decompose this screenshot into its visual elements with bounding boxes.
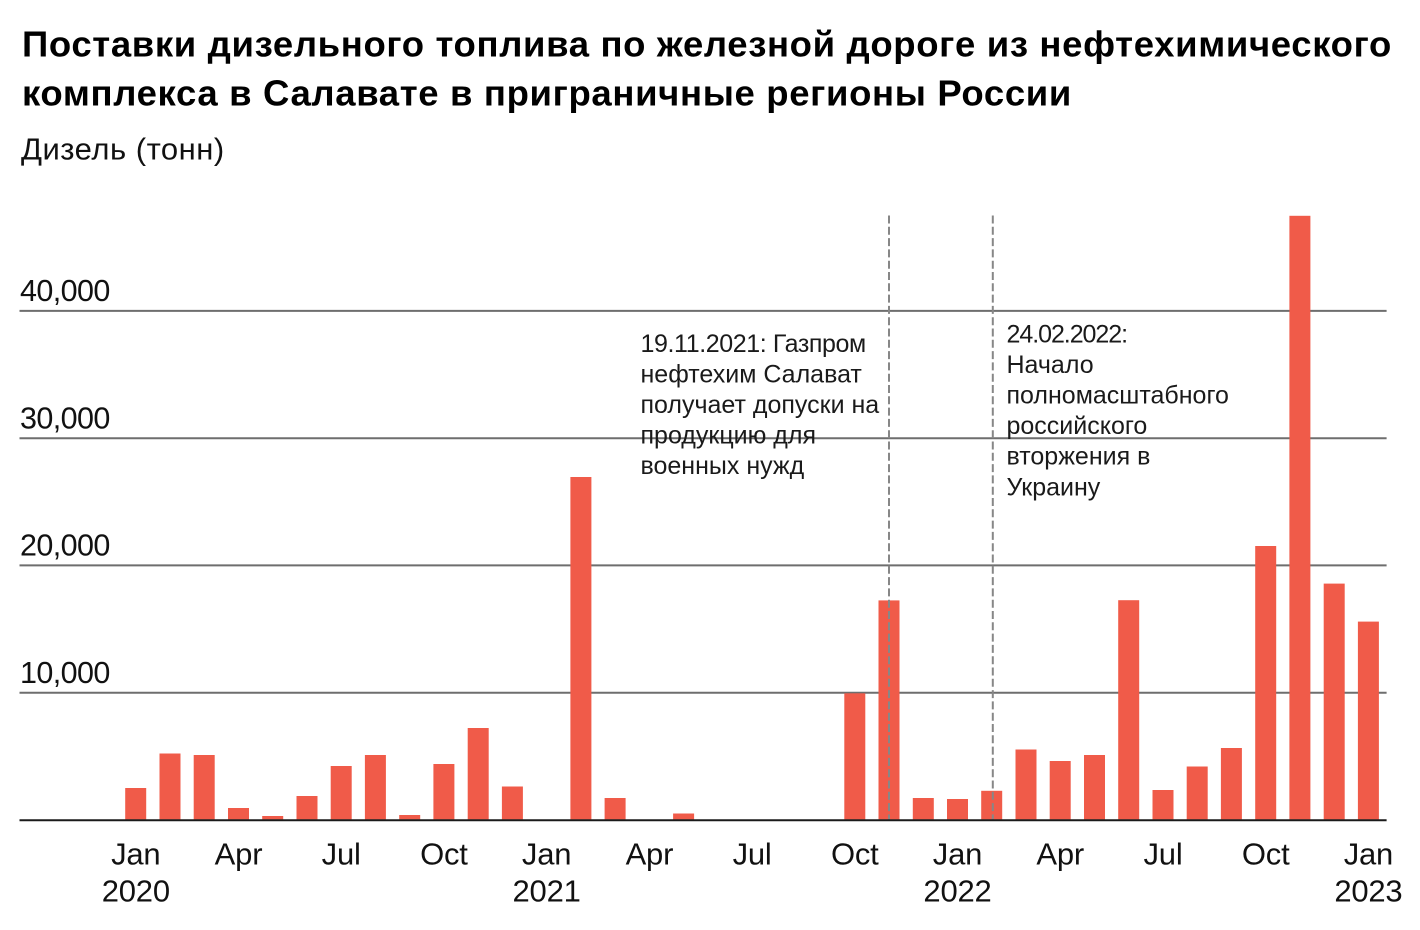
svg-text:Jul: Jul — [322, 836, 361, 871]
svg-text:Jul: Jul — [1143, 836, 1182, 871]
svg-text:2021: 2021 — [513, 873, 581, 908]
svg-text:Начало: Начало — [1007, 351, 1094, 379]
svg-text:30,000: 30,000 — [20, 401, 110, 435]
svg-text:10,000: 10,000 — [20, 656, 110, 690]
svg-text:получает допуски на: получает допуски на — [641, 391, 880, 419]
svg-text:2020: 2020 — [102, 873, 170, 908]
svg-text:24.02.2022:: 24.02.2022: — [1007, 320, 1128, 348]
svg-text:вторжения в: вторжения в — [1007, 443, 1151, 471]
svg-text:2022: 2022 — [923, 873, 991, 908]
svg-text:2023: 2023 — [1334, 873, 1402, 908]
svg-text:Apr: Apr — [215, 836, 263, 871]
svg-text:Jul: Jul — [733, 836, 772, 871]
svg-text:продукцию для: продукцию для — [641, 421, 817, 449]
svg-text:полномасштабного: полномасштабного — [1007, 382, 1229, 410]
svg-text:Поставки дизельного топлива по: Поставки дизельного топлива по железной … — [22, 24, 1392, 65]
svg-text:Oct: Oct — [1242, 836, 1290, 871]
svg-text:40,000: 40,000 — [20, 274, 110, 308]
svg-text:Apr: Apr — [1036, 836, 1084, 871]
svg-text:Oct: Oct — [831, 836, 879, 871]
svg-text:19.11.2021: Газпром: 19.11.2021: Газпром — [641, 330, 866, 358]
svg-text:Украину: Украину — [1007, 473, 1101, 501]
svg-text:Jan: Jan — [933, 836, 982, 871]
svg-text:Oct: Oct — [420, 836, 468, 871]
svg-text:военных нужд: военных нужд — [641, 452, 805, 480]
svg-text:Дизель (тонн): Дизель (тонн) — [21, 131, 225, 166]
svg-text:Jan: Jan — [522, 836, 571, 871]
svg-text:нефтехим Салават: нефтехим Салават — [641, 360, 863, 388]
svg-text:20,000: 20,000 — [20, 529, 110, 563]
svg-text:российского: российского — [1007, 412, 1148, 440]
svg-text:комплекса в Салавате в пригран: комплекса в Салавате в приграничные реги… — [22, 73, 1072, 114]
svg-text:Jan: Jan — [1344, 836, 1393, 871]
svg-text:Apr: Apr — [626, 836, 674, 871]
svg-text:Jan: Jan — [111, 836, 160, 871]
